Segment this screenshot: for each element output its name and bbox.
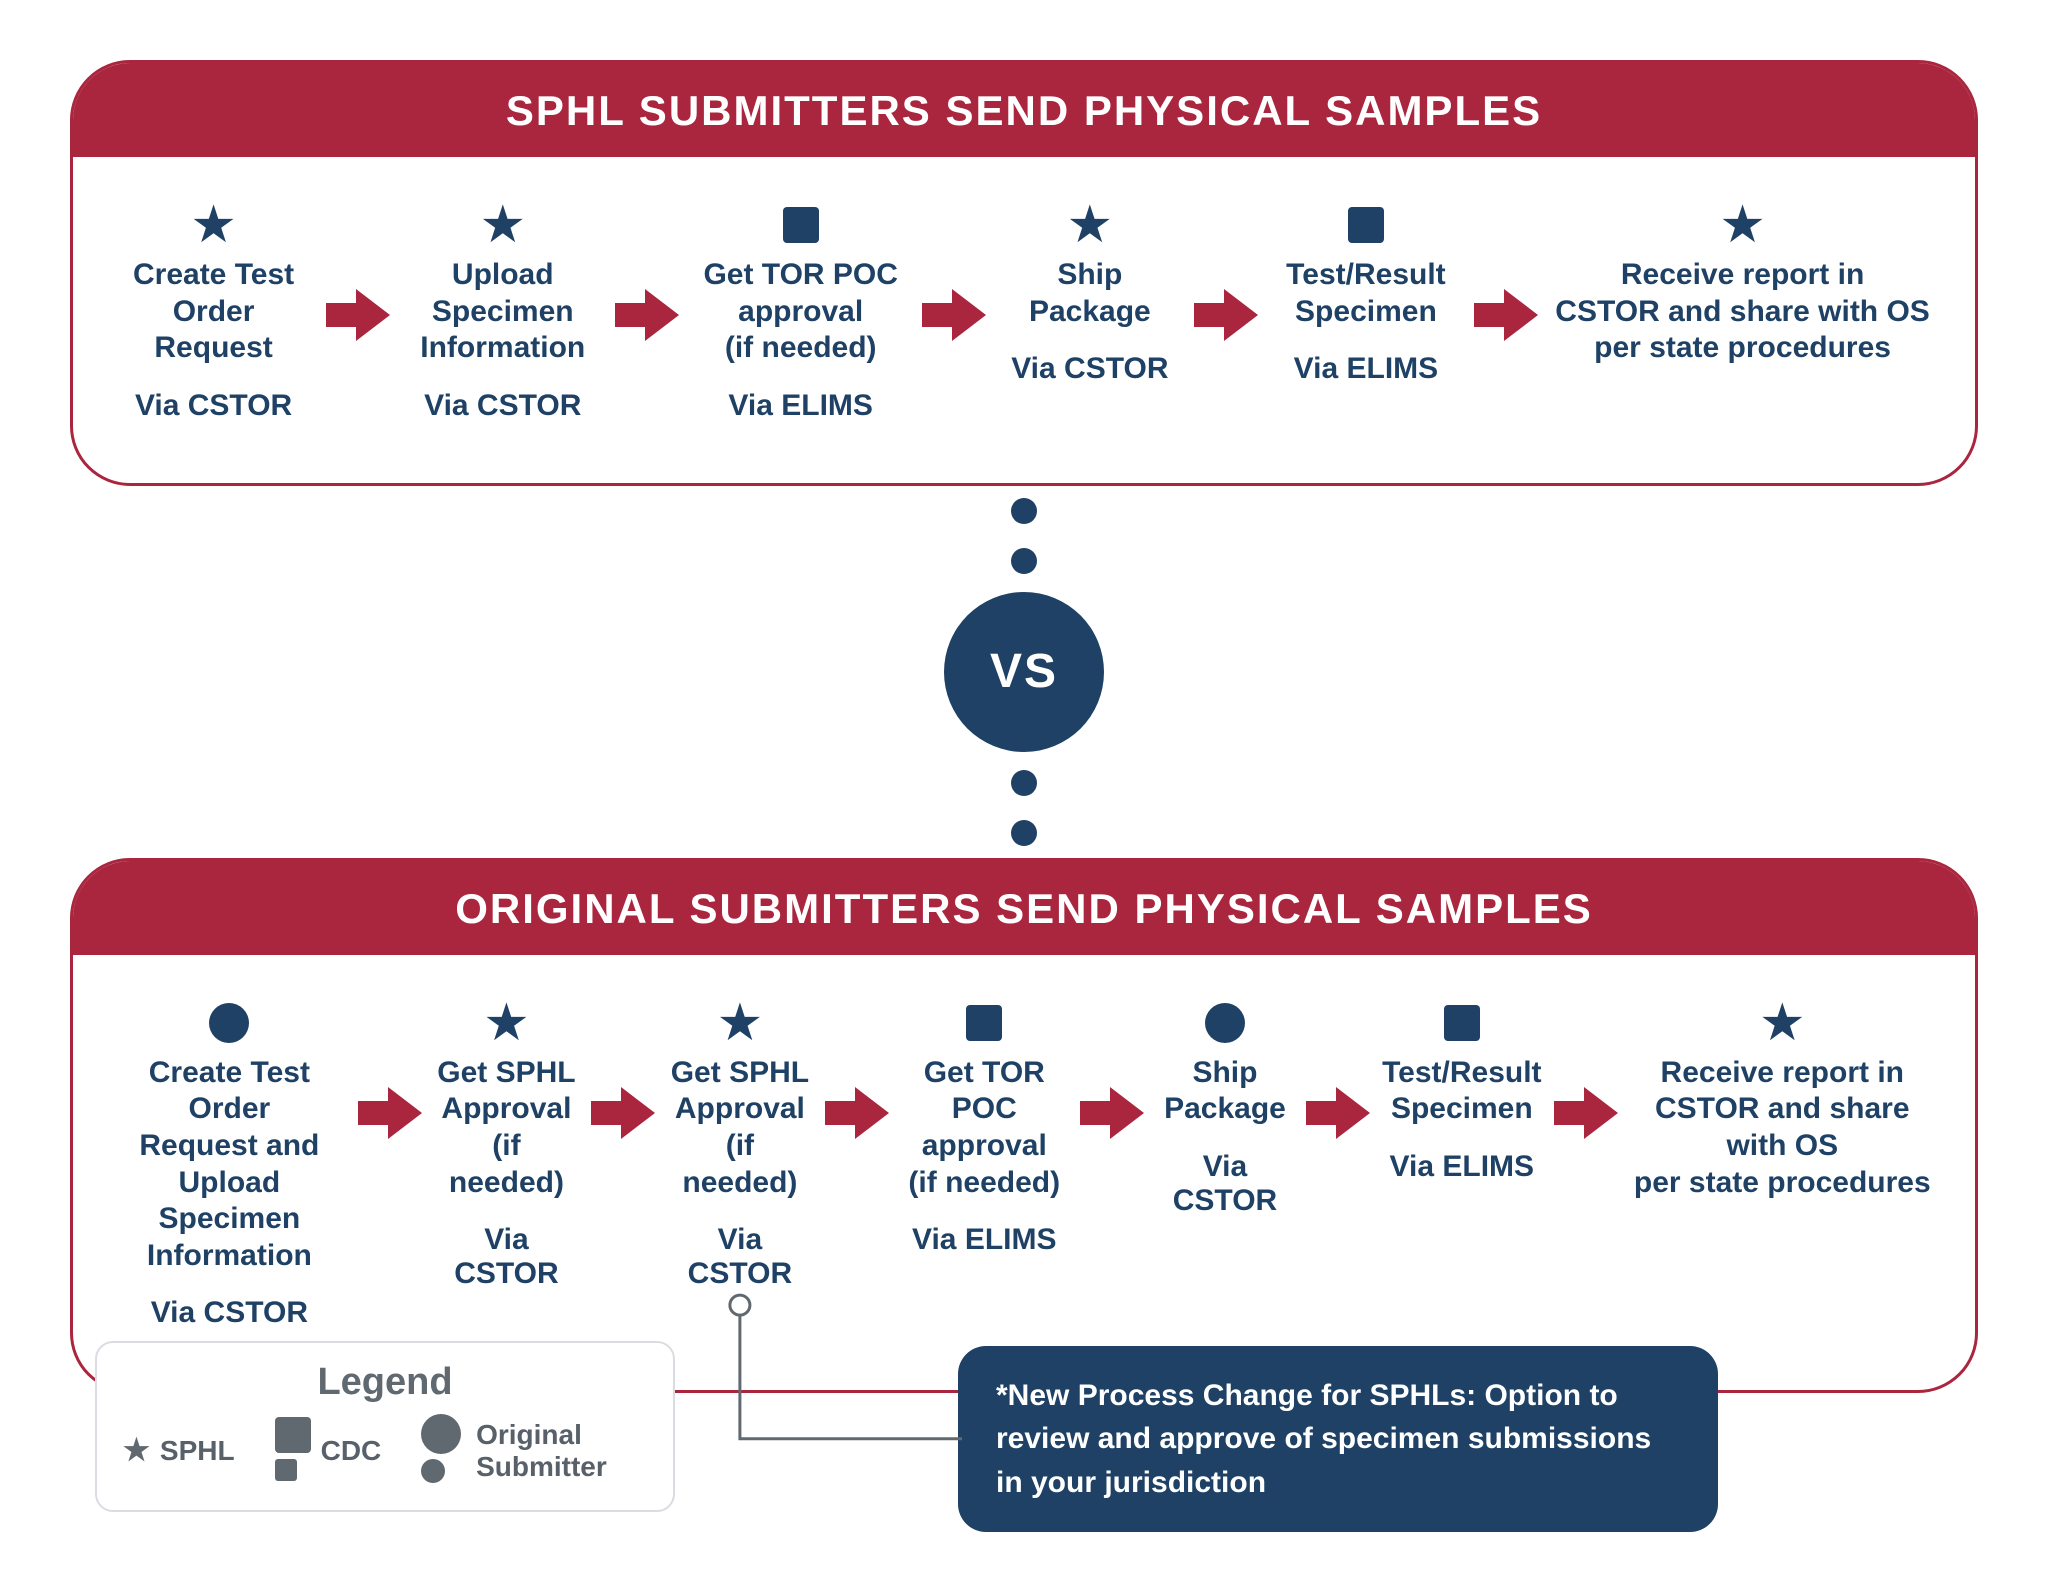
step-title: UploadSpecimenInformation bbox=[420, 257, 585, 367]
arrow-icon bbox=[314, 289, 402, 341]
panel-sphl-body: ★Create TestOrderRequestVia CSTOR ★Uploa… bbox=[73, 157, 1975, 483]
panel-original-body: Create Test OrderRequest and UploadSpeci… bbox=[73, 955, 1975, 1391]
vs-badge: VS bbox=[944, 592, 1104, 752]
star-icon: ★ bbox=[1719, 197, 1766, 253]
step-via: Via CSTOR bbox=[1156, 1150, 1294, 1218]
arrow-icon bbox=[603, 289, 691, 341]
process-step: Get TOR POCapproval(if needed) Via ELIMS bbox=[901, 995, 1068, 1257]
vs-dot bbox=[1011, 770, 1037, 796]
process-step: ★Get SPHLApproval(if needed) Via CSTOR bbox=[434, 995, 579, 1291]
legend-label: Original Submitter bbox=[476, 1419, 647, 1483]
vs-connector: VS bbox=[70, 486, 1978, 858]
star-icon: ★ bbox=[123, 1436, 150, 1466]
step-title: ShipPackage bbox=[1164, 1055, 1286, 1128]
circle-icon bbox=[1205, 995, 1245, 1051]
arrow-icon bbox=[813, 1087, 901, 1139]
process-step: ★Get SPHLApproval(if needed) Via CSTOR bbox=[667, 995, 812, 1291]
step-via: Via ELIMS bbox=[728, 389, 873, 423]
step-via: Via CSTOR bbox=[135, 389, 292, 423]
panel-sphl: SPHL SUBMITTERS SEND PHYSICAL SAMPLES ★C… bbox=[70, 60, 1978, 486]
star-icon: ★ bbox=[1067, 197, 1114, 253]
star-icon: ★ bbox=[483, 995, 530, 1051]
star-icon: ★ bbox=[717, 995, 764, 1051]
step-via: Via CSTOR bbox=[434, 1223, 579, 1291]
arrow-icon bbox=[579, 1087, 667, 1139]
arrow-icon bbox=[1294, 1087, 1382, 1139]
star-icon: ★ bbox=[479, 197, 526, 253]
square-icon bbox=[275, 1417, 311, 1486]
arrow-icon bbox=[1182, 289, 1270, 341]
vs-dot bbox=[1011, 498, 1037, 524]
square-icon bbox=[1348, 197, 1384, 253]
panel-sphl-header: SPHL SUBMITTERS SEND PHYSICAL SAMPLES bbox=[73, 63, 1975, 157]
vs-dot bbox=[1011, 820, 1037, 846]
step-title: Get SPHLApproval(if needed) bbox=[667, 1055, 812, 1201]
step-title: Get SPHLApproval(if needed) bbox=[434, 1055, 579, 1201]
step-via: Via ELIMS bbox=[1294, 352, 1439, 386]
process-step: ★Create TestOrderRequest Via CSTOR bbox=[113, 197, 314, 423]
legend-label: SPHL bbox=[160, 1435, 235, 1467]
step-title: Test/ResultSpecimen bbox=[1286, 257, 1445, 330]
step-title: Receive report inCSTOR and share with OS… bbox=[1555, 257, 1930, 367]
process-step: ★Receive report inCSTOR and share with O… bbox=[1550, 197, 1935, 367]
process-step: Test/ResultSpecimen Via ELIMS bbox=[1270, 197, 1462, 386]
step-via: Via CSTOR bbox=[667, 1223, 812, 1291]
process-step: Test/ResultSpecimen Via ELIMS bbox=[1382, 995, 1541, 1184]
step-via: Via CSTOR bbox=[424, 389, 581, 423]
legend-title: Legend bbox=[123, 1361, 647, 1404]
legend-row: ★ SPHL CDC Original Submitter bbox=[123, 1414, 647, 1488]
step-title: ShipPackage bbox=[1029, 257, 1151, 330]
step-title: Get TOR POCapproval(if needed) bbox=[703, 257, 897, 367]
legend-label: CDC bbox=[321, 1435, 382, 1467]
step-title: Create Test OrderRequest and UploadSpeci… bbox=[113, 1055, 346, 1275]
step-title: Get TOR POCapproval(if needed) bbox=[901, 1055, 1068, 1201]
arrow-icon bbox=[1542, 1087, 1630, 1139]
square-icon bbox=[966, 995, 1002, 1051]
process-step: ★Receive report inCSTOR and share with O… bbox=[1630, 995, 1935, 1201]
star-icon: ★ bbox=[190, 197, 237, 253]
circle-icon bbox=[209, 995, 249, 1051]
process-step: ShipPackage Via CSTOR bbox=[1156, 995, 1294, 1218]
step-via: Via ELIMS bbox=[912, 1223, 1057, 1257]
step-via: Via CSTOR bbox=[151, 1296, 308, 1330]
legend-item: CDC bbox=[275, 1417, 382, 1486]
panel-original: ORIGINAL SUBMITTERS SEND PHYSICAL SAMPLE… bbox=[70, 858, 1978, 1394]
process-change-callout: *New Process Change for SPHLs: Option to… bbox=[958, 1346, 1718, 1533]
arrow-icon bbox=[346, 1087, 434, 1139]
legend-item: ★ SPHL bbox=[123, 1435, 235, 1467]
panel-original-header: ORIGINAL SUBMITTERS SEND PHYSICAL SAMPLE… bbox=[73, 861, 1975, 955]
arrow-icon bbox=[1068, 1087, 1156, 1139]
square-icon bbox=[783, 197, 819, 253]
legend-item: Original Submitter bbox=[421, 1414, 647, 1488]
process-step: Get TOR POCapproval(if needed) Via ELIMS bbox=[691, 197, 910, 423]
step-via: Via ELIMS bbox=[1390, 1150, 1535, 1184]
process-step: Create Test OrderRequest and UploadSpeci… bbox=[113, 995, 346, 1331]
legend: Legend ★ SPHL CDC Original Submitter bbox=[95, 1341, 675, 1512]
process-step: ★ShipPackage Via CSTOR bbox=[998, 197, 1182, 386]
step-title: Test/ResultSpecimen bbox=[1382, 1055, 1541, 1128]
step-title: Receive report inCSTOR and share with OS… bbox=[1630, 1055, 1935, 1201]
vs-dot bbox=[1011, 548, 1037, 574]
step-title: Create TestOrderRequest bbox=[133, 257, 294, 367]
circle-icon bbox=[421, 1414, 466, 1488]
process-step: ★UploadSpecimenInformation Via CSTOR bbox=[402, 197, 603, 423]
square-icon bbox=[1444, 995, 1480, 1051]
arrow-icon bbox=[1462, 289, 1550, 341]
arrow-icon bbox=[910, 289, 998, 341]
star-icon: ★ bbox=[1759, 995, 1806, 1051]
step-via: Via CSTOR bbox=[1011, 352, 1168, 386]
